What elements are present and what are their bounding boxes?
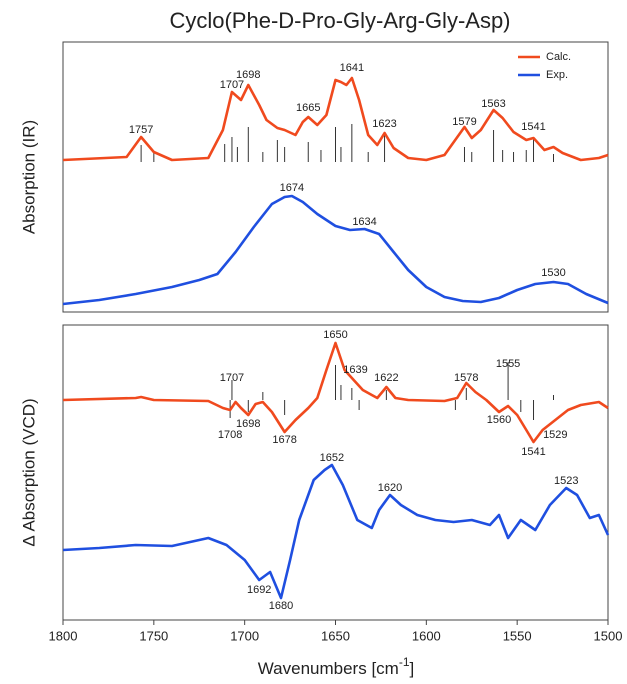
x-tick-label: 1550	[503, 628, 532, 643]
x-axis-label: Wavenumbers [cm-1]	[258, 655, 414, 678]
peak-label: 1541	[521, 121, 545, 133]
x-label-end: ]	[410, 659, 415, 678]
x-tick-label: 1650	[321, 628, 350, 643]
x-label-text: Wavenumbers [cm	[258, 659, 399, 678]
peak-label: 1623	[372, 118, 396, 130]
peak-label: 1692	[247, 584, 271, 596]
peak-label: 1541	[521, 446, 545, 458]
peak-label: 1757	[129, 124, 153, 136]
peak-label: 1563	[481, 98, 505, 110]
peak-label: 1680	[269, 600, 293, 612]
x-tick-label: 1800	[49, 628, 78, 643]
peak-label: 1698	[236, 418, 260, 430]
peak-label: 1678	[272, 434, 296, 446]
peak-label: 1650	[323, 329, 347, 341]
peak-label: 1620	[378, 482, 402, 494]
series-line	[62, 194, 609, 306]
x-tick-label: 1750	[139, 628, 168, 643]
peak-label: 1674	[280, 182, 304, 194]
x-tick-label: 1700	[230, 628, 259, 643]
y-axis-label: Absorption (IR)	[19, 120, 38, 234]
legend-label: Calc.	[546, 51, 571, 63]
peak-label: 1707	[220, 79, 244, 91]
peak-label: 1579	[452, 116, 476, 128]
peak-label: 1639	[343, 364, 367, 376]
peak-label: 1698	[236, 69, 260, 81]
peak-label: 1560	[487, 414, 511, 426]
panel-frame	[62, 41, 609, 313]
peak-label: 1641	[340, 62, 364, 74]
chart-title: Cyclo(Phe-D-Pro-Gly-Arg-Gly-Asp)	[169, 8, 510, 33]
peak-label: 1708	[218, 429, 242, 441]
peak-label: 1707	[220, 372, 244, 384]
x-tick-label: 1600	[412, 628, 441, 643]
y-axis-label: Δ Absorption (VCD)	[19, 398, 38, 546]
peak-label: 1622	[374, 372, 398, 384]
legend-label: Exp.	[546, 69, 568, 81]
peak-label: 1634	[352, 216, 376, 228]
series-line	[62, 341, 609, 444]
peak-label: 1578	[454, 372, 478, 384]
peak-label: 1530	[541, 267, 565, 279]
peak-label: 1665	[296, 102, 320, 114]
x-tick-label: 1500	[594, 628, 623, 643]
x-label-sup: -1	[399, 655, 410, 669]
peak-label: 1529	[543, 429, 567, 441]
peak-label: 1523	[554, 475, 578, 487]
peak-label: 1652	[320, 452, 344, 464]
series-line	[62, 76, 609, 162]
peak-label: 1555	[496, 358, 520, 370]
series-line	[62, 463, 610, 600]
